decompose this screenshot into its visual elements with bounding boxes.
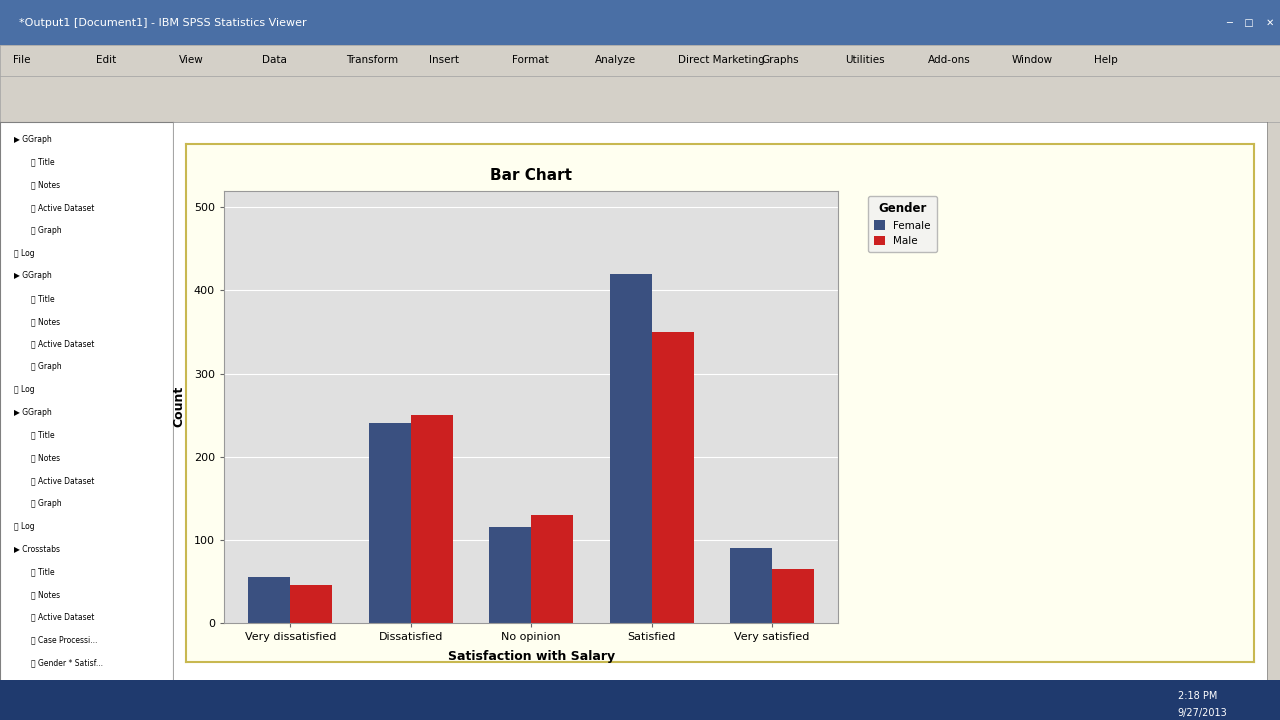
Text: File: File (13, 55, 31, 66)
Bar (531, 515, 573, 623)
Text: 📄 Title: 📄 Title (31, 158, 55, 167)
Text: 📄 Active Dataset: 📄 Active Dataset (31, 203, 95, 212)
Text: Edit: Edit (96, 55, 116, 66)
Text: 📄 Notes: 📄 Notes (31, 454, 60, 462)
Bar (248, 577, 291, 623)
Text: 📄 Notes: 📄 Notes (31, 317, 60, 326)
Text: *Output1 [Document1] - IBM SPSS Statistics Viewer: *Output1 [Document1] - IBM SPSS Statisti… (19, 19, 307, 28)
Text: Help: Help (1094, 55, 1119, 66)
Bar (730, 548, 772, 623)
Text: Add-ons: Add-ons (928, 55, 970, 66)
Text: 📄 Notes: 📄 Notes (31, 590, 60, 599)
Text: 📄 Log: 📄 Log (14, 385, 35, 395)
Text: ▶ Crosstabs: ▶ Crosstabs (14, 544, 60, 554)
Text: 9/27/2013: 9/27/2013 (1178, 708, 1228, 718)
Text: Analyze: Analyze (595, 55, 636, 66)
Text: Graphs: Graphs (762, 55, 799, 66)
Text: Utilities: Utilities (845, 55, 884, 66)
Text: IBM SPSS Statistics Processor is ready: IBM SPSS Statistics Processor is ready (704, 701, 902, 711)
Text: Direct Marketing: Direct Marketing (678, 55, 765, 66)
Bar (291, 585, 333, 623)
Text: 📄 Active Dataset: 📄 Active Dataset (31, 476, 95, 485)
Text: Data: Data (262, 55, 287, 66)
Text: 📄 Notes: 📄 Notes (31, 181, 60, 189)
Text: 📄 Title: 📄 Title (31, 431, 55, 440)
Text: 📄 Active Dataset: 📄 Active Dataset (31, 613, 95, 622)
Legend: Female, Male: Female, Male (868, 196, 937, 253)
Bar (652, 332, 694, 623)
Text: 📊 Graph: 📊 Graph (31, 362, 61, 372)
Text: ▶ GGraph: ▶ GGraph (14, 135, 51, 144)
Text: 📄 Log: 📄 Log (14, 248, 35, 258)
Bar (489, 527, 531, 623)
Text: Format: Format (512, 55, 549, 66)
Text: 📄 Case Processi...: 📄 Case Processi... (31, 636, 97, 644)
Text: 2:18 PM: 2:18 PM (1178, 691, 1217, 701)
Text: 📄 Active Dataset: 📄 Active Dataset (31, 340, 95, 348)
Text: 📄 Title: 📄 Title (31, 294, 55, 303)
Title: Bar Chart: Bar Chart (490, 168, 572, 183)
Text: ▶ GGraph: ▶ GGraph (14, 271, 51, 281)
Text: ─    □    ✕: ─ □ ✕ (1226, 19, 1275, 28)
Text: Window: Window (1011, 55, 1052, 66)
Text: 📊 Graph: 📊 Graph (31, 226, 61, 235)
Text: Transform: Transform (346, 55, 398, 66)
Text: 📄 Log: 📄 Log (14, 522, 35, 531)
Bar (369, 423, 411, 623)
Text: Insert: Insert (429, 55, 458, 66)
Text: 📊 Graph: 📊 Graph (31, 499, 61, 508)
Y-axis label: Count: Count (173, 386, 186, 428)
Bar (772, 569, 814, 623)
Text: ▶ GGraph: ▶ GGraph (14, 408, 51, 417)
Text: 📄 Gender * Satisf...: 📄 Gender * Satisf... (31, 658, 104, 667)
Text: View: View (179, 55, 204, 66)
Bar (609, 274, 652, 623)
Text: 📄 Title: 📄 Title (31, 567, 55, 576)
Bar (411, 415, 453, 623)
Text: 📊 Bar Chart: 📊 Bar Chart (31, 681, 74, 690)
X-axis label: Satisfaction with Salary: Satisfaction with Salary (448, 650, 614, 663)
